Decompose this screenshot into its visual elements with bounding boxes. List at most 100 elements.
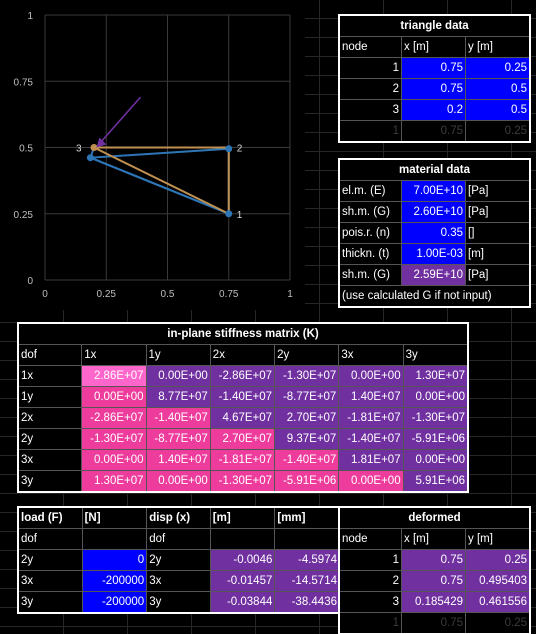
load-value-cell[interactable]: -200000 (81, 591, 148, 613)
material-label[interactable]: sh.m. (G) (339, 201, 402, 223)
y-cell[interactable]: 0.25 (464, 57, 531, 79)
dof-row-label[interactable]: 2x (17, 407, 83, 429)
material-label[interactable]: thickn. (t) (339, 243, 402, 265)
matrix-cell[interactable]: 0.00E+00 (81, 386, 147, 408)
col-header[interactable]: 2y (274, 344, 340, 366)
col-header[interactable]: x [m] (401, 36, 466, 58)
material-unit[interactable]: [Pa] (464, 201, 531, 223)
col-header[interactable]: 1y (145, 344, 211, 366)
material-label[interactable]: pois.r. (n) (339, 222, 402, 244)
matrix-cell[interactable]: -1.40E+07 (209, 386, 276, 408)
matrix-cell[interactable]: 1.40E+07 (145, 449, 211, 471)
matrix-cell[interactable]: 0.00E+00 (338, 365, 404, 387)
dof-header[interactable]: dof (18, 528, 83, 550)
empty-cell[interactable] (274, 528, 340, 550)
col-header[interactable]: node (339, 528, 402, 550)
disp-m-cell[interactable]: -0.01457 (209, 570, 276, 592)
matrix-cell[interactable]: -1.30E+07 (209, 470, 276, 492)
material-value[interactable]: 1.00E-03 (401, 243, 466, 265)
material-value[interactable]: 2.60E+10 (401, 201, 466, 223)
dof-row-label[interactable]: 2y (17, 428, 83, 450)
col-header[interactable]: 1x (81, 344, 147, 366)
material-note[interactable]: (use calculated G if not input) (338, 285, 531, 307)
y-cell[interactable]: 0.25 (464, 120, 531, 142)
matrix-cell[interactable]: 0.00E+00 (338, 470, 404, 492)
matrix-cell[interactable]: 8.77E+07 (145, 386, 211, 408)
material-unit[interactable]: [Pa] (464, 180, 531, 202)
material-unit[interactable]: [m] (464, 243, 531, 265)
dof-row-label[interactable]: 3y (17, 470, 83, 492)
matrix-cell[interactable]: 0.00E+00 (145, 365, 211, 387)
disp-header[interactable]: disp (x) (146, 507, 211, 529)
x-cell[interactable]: 0.75 (401, 57, 466, 79)
matrix-cell[interactable]: -1.81E+07 (209, 449, 276, 471)
dof-header[interactable]: dof (146, 528, 211, 550)
col-header[interactable]: dof (17, 344, 83, 366)
load-value-cell[interactable]: 0 (81, 549, 148, 571)
disp-mm-cell[interactable]: -4.5974 (274, 549, 340, 571)
disp-unit-m-header[interactable]: [m] (209, 507, 276, 529)
matrix-cell[interactable]: -5.91E+06 (402, 428, 469, 450)
disp-unit-mm-header[interactable]: [mm] (274, 507, 340, 529)
dof-row-label[interactable]: 1x (17, 365, 83, 387)
col-header[interactable]: node (339, 36, 402, 58)
material-unit[interactable]: [] (464, 222, 531, 244)
matrix-cell[interactable]: -1.40E+07 (145, 407, 211, 429)
matrix-cell[interactable]: 1.30E+07 (402, 365, 469, 387)
x-cell[interactable]: 0.75 (401, 612, 466, 634)
y-cell[interactable]: 0.25 (464, 549, 531, 571)
material-value[interactable]: 2.59E+10 (401, 264, 466, 286)
matrix-cell[interactable]: -1.40E+07 (338, 428, 404, 450)
node-cell[interactable]: 1 (339, 120, 402, 142)
empty-cell[interactable] (209, 528, 276, 550)
node-cell[interactable]: 1 (339, 549, 402, 571)
disp-dof-cell[interactable]: 3y (146, 591, 211, 613)
y-cell[interactable]: 0.5 (464, 99, 531, 121)
matrix-cell[interactable]: 4.67E+07 (209, 407, 276, 429)
x-cell[interactable]: 0.75 (401, 120, 466, 142)
col-header[interactable]: 3x (338, 344, 404, 366)
matrix-cell[interactable]: -1.30E+07 (402, 407, 469, 429)
material-value[interactable]: 7.00E+10 (401, 180, 466, 202)
col-header[interactable]: 2x (209, 344, 276, 366)
node-cell[interactable]: 1 (339, 57, 402, 79)
col-header[interactable]: 3y (402, 344, 469, 366)
node-cell[interactable]: 3 (339, 99, 402, 121)
disp-dof-cell[interactable]: 3x (146, 570, 211, 592)
disp-m-cell[interactable]: -0.03844 (209, 591, 276, 613)
x-cell[interactable]: 0.75 (401, 549, 466, 571)
y-cell[interactable]: 0.5 (464, 78, 531, 100)
x-cell[interactable]: 0.75 (401, 570, 466, 592)
matrix-cell[interactable]: 5.91E+06 (402, 470, 469, 492)
col-header[interactable]: y [m] (464, 528, 531, 550)
matrix-cell[interactable]: 0.00E+00 (81, 449, 147, 471)
load-dof-cell[interactable]: 2y (18, 549, 83, 571)
load-unit-header[interactable]: [N] (81, 507, 148, 529)
matrix-cell[interactable]: -8.77E+07 (145, 428, 211, 450)
matrix-cell[interactable]: 0.00E+00 (145, 470, 211, 492)
node-cell[interactable]: 2 (339, 78, 402, 100)
material-value[interactable]: 0.35 (401, 222, 466, 244)
matrix-cell[interactable]: -1.81E+07 (338, 407, 404, 429)
matrix-cell[interactable]: 9.37E+07 (274, 428, 340, 450)
material-label[interactable]: sh.m. (G) (339, 264, 402, 286)
node-cell[interactable]: 2 (339, 570, 402, 592)
matrix-cell[interactable]: -1.40E+07 (274, 449, 340, 471)
disp-mm-cell[interactable]: -38.4436 (274, 591, 340, 613)
dof-row-label[interactable]: 3x (17, 449, 83, 471)
matrix-cell[interactable]: 0.00E+00 (402, 449, 469, 471)
load-dof-cell[interactable]: 3x (18, 570, 83, 592)
node-cell[interactable]: 3 (339, 591, 402, 613)
matrix-cell[interactable]: -2.86E+07 (81, 407, 147, 429)
x-cell[interactable]: 0.185429 (401, 591, 466, 613)
y-cell[interactable]: 0.461556 (464, 591, 531, 613)
material-label[interactable]: el.m. (E) (339, 180, 402, 202)
matrix-cell[interactable]: 2.70E+07 (209, 428, 276, 450)
y-cell[interactable]: 0.25 (464, 612, 531, 634)
x-cell[interactable]: 0.75 (401, 78, 466, 100)
disp-mm-cell[interactable]: -14.5714 (274, 570, 340, 592)
load-value-cell[interactable]: -200000 (81, 570, 148, 592)
matrix-cell[interactable]: 1.30E+07 (81, 470, 147, 492)
node-cell[interactable]: 1 (339, 612, 402, 634)
matrix-cell[interactable]: -1.30E+07 (81, 428, 147, 450)
